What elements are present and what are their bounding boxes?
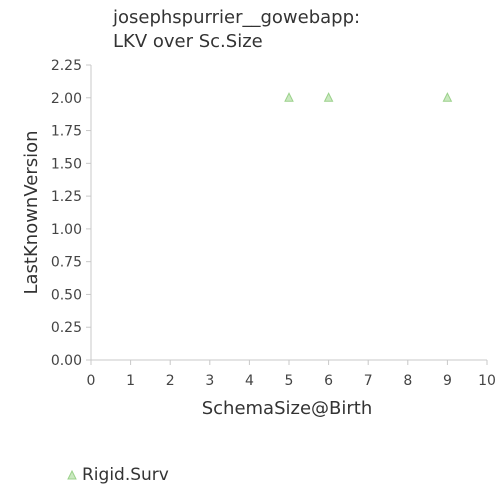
x-tick-label: 6 [324, 373, 333, 389]
y-tick-label: 0.75 [51, 255, 82, 271]
chart-title-line-2: LKV over Sc.Size [113, 31, 263, 52]
y-tick-label: 2.00 [51, 91, 82, 107]
data-point-triangle [284, 92, 294, 102]
y-tick-label: 0.25 [51, 320, 82, 336]
y-tick-label: 1.00 [51, 222, 82, 238]
x-tick-label: 5 [285, 373, 294, 389]
x-tick-label: 4 [245, 373, 254, 389]
y-tick-label: 1.50 [51, 156, 82, 172]
x-tick-label: 7 [364, 373, 373, 389]
x-tick-label: 3 [205, 373, 214, 389]
x-tick-label: 0 [87, 373, 96, 389]
legend-label-rigid-surv: Rigid.Surv [82, 465, 169, 485]
x-tick-label: 9 [443, 373, 452, 389]
x-tick-label: 8 [403, 373, 412, 389]
legend-triangle-icon [67, 469, 77, 480]
x-tick-label: 2 [166, 373, 175, 389]
y-tick-label: 0.50 [51, 287, 82, 303]
y-tick-label: 1.75 [51, 124, 82, 140]
chart-title: josephspurrier__gowebapp: LKV over Sc.Si… [113, 6, 360, 54]
x-tick-label: 1 [126, 373, 135, 389]
y-tick-label: 2.25 [51, 58, 82, 74]
chart-title-line-1: josephspurrier__gowebapp: [113, 7, 361, 28]
x-axis-label: SchemaSize@Birth [202, 398, 373, 419]
y-tick-label: 1.25 [51, 189, 82, 205]
data-point-triangle [323, 92, 334, 102]
y-axis-label: LastKnownVersion [21, 130, 42, 294]
legend: Rigid.Surv [66, 465, 169, 485]
legend-marker [67, 469, 77, 480]
y-tick-label: 0.00 [51, 353, 82, 369]
data-point-triangle [442, 92, 453, 102]
x-tick-label: 10 [478, 373, 496, 389]
